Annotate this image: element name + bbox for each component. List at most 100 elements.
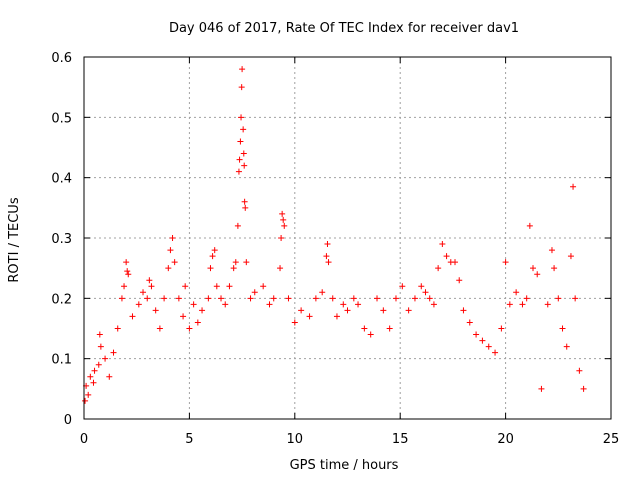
data-point bbox=[523, 295, 530, 302]
data-point bbox=[519, 301, 526, 308]
y-tick-label: 0.4 bbox=[51, 172, 72, 187]
data-point bbox=[152, 307, 159, 314]
data-point bbox=[118, 295, 125, 302]
data-point bbox=[291, 319, 298, 326]
data-point bbox=[243, 259, 250, 266]
data-point bbox=[91, 367, 98, 374]
data-point bbox=[102, 355, 109, 362]
data-point bbox=[230, 265, 237, 272]
x-tick-label: 10 bbox=[287, 432, 304, 447]
data-point bbox=[570, 183, 577, 190]
data-point bbox=[350, 295, 357, 302]
data-point bbox=[234, 222, 241, 229]
data-point bbox=[485, 343, 492, 350]
data-point bbox=[555, 295, 562, 302]
data-point bbox=[473, 331, 480, 338]
data-point bbox=[186, 325, 193, 332]
x-tick-label: 15 bbox=[392, 432, 409, 447]
x-axis-label: GPS time / hours bbox=[290, 458, 399, 473]
data-point bbox=[124, 268, 131, 275]
data-point bbox=[329, 295, 336, 302]
data-point bbox=[361, 325, 368, 332]
data-point bbox=[194, 319, 201, 326]
data-point bbox=[426, 295, 433, 302]
data-point bbox=[140, 289, 147, 296]
data-point bbox=[430, 301, 437, 308]
data-point bbox=[175, 295, 182, 302]
data-point bbox=[323, 253, 330, 260]
data-point bbox=[123, 259, 130, 266]
x-tick-label: 0 bbox=[80, 432, 88, 447]
data-point bbox=[325, 259, 332, 266]
data-point bbox=[129, 313, 136, 320]
data-point bbox=[380, 307, 387, 314]
x-tick-label: 5 bbox=[185, 432, 193, 447]
data-point bbox=[576, 367, 583, 374]
data-point bbox=[479, 337, 486, 344]
data-point bbox=[148, 283, 155, 290]
data-point bbox=[240, 150, 247, 157]
data-point bbox=[298, 307, 305, 314]
data-point bbox=[238, 114, 245, 121]
data-point bbox=[435, 265, 442, 272]
data-point bbox=[260, 283, 267, 290]
y-tick-label: 0.5 bbox=[51, 111, 72, 126]
y-tick-label: 0.3 bbox=[51, 232, 72, 247]
grid-lines bbox=[84, 57, 611, 419]
data-point bbox=[110, 349, 117, 356]
data-point bbox=[280, 216, 287, 223]
data-point bbox=[422, 289, 429, 296]
data-point bbox=[538, 385, 545, 392]
data-point bbox=[213, 283, 220, 290]
data-point bbox=[232, 259, 239, 266]
data-point bbox=[238, 84, 245, 91]
data-point bbox=[146, 277, 153, 284]
data-point bbox=[418, 283, 425, 290]
data-point bbox=[285, 295, 292, 302]
data-point bbox=[156, 325, 163, 332]
data-point bbox=[241, 162, 248, 169]
data-point bbox=[534, 271, 541, 278]
data-point bbox=[125, 271, 132, 278]
data-point bbox=[392, 295, 399, 302]
data-point bbox=[443, 253, 450, 260]
data-point bbox=[572, 295, 579, 302]
data-point bbox=[324, 241, 331, 248]
data-point bbox=[492, 349, 499, 356]
data-point bbox=[405, 307, 412, 314]
data-point bbox=[452, 259, 459, 266]
data-point bbox=[171, 259, 178, 266]
data-point bbox=[161, 295, 168, 302]
data-point bbox=[355, 301, 362, 308]
data-point bbox=[82, 397, 89, 404]
data-point bbox=[241, 198, 248, 205]
y-axis-label: ROTI / TECUs bbox=[7, 197, 22, 282]
data-point bbox=[279, 210, 286, 217]
data-point bbox=[190, 301, 197, 308]
data-point bbox=[506, 301, 513, 308]
y-tick-label: 0.1 bbox=[51, 353, 72, 368]
data-point bbox=[106, 373, 113, 380]
data-point bbox=[277, 265, 284, 272]
data-point bbox=[374, 295, 381, 302]
data-point bbox=[526, 222, 533, 229]
data-point bbox=[236, 156, 243, 163]
data-point bbox=[386, 325, 393, 332]
data-point bbox=[251, 289, 258, 296]
data-point bbox=[498, 325, 505, 332]
data-point bbox=[530, 265, 537, 272]
x-tick-label: 20 bbox=[497, 432, 514, 447]
data-point bbox=[87, 373, 94, 380]
data-point bbox=[312, 295, 319, 302]
data-point bbox=[466, 319, 473, 326]
data-point bbox=[242, 204, 249, 211]
plot-frame bbox=[83, 56, 612, 420]
data-point bbox=[144, 295, 151, 302]
data-point bbox=[367, 331, 374, 338]
data-point bbox=[237, 138, 244, 145]
data-point bbox=[333, 313, 340, 320]
data-point bbox=[90, 379, 97, 386]
data-point bbox=[239, 66, 246, 73]
